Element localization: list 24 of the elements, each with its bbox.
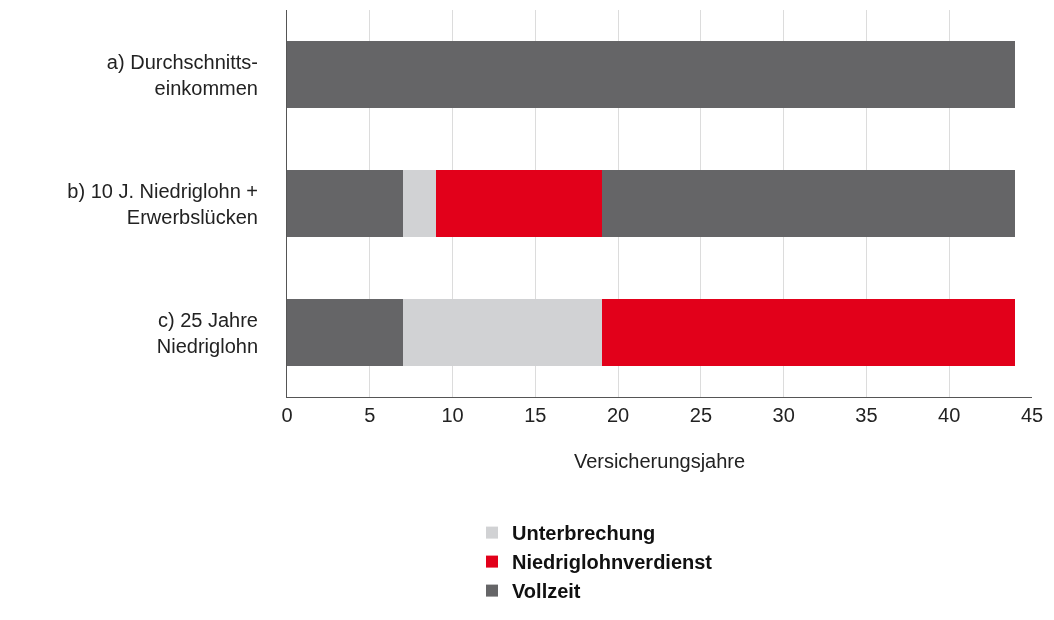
x-tick-label: 15 (524, 404, 547, 426)
bar (287, 169, 403, 238)
x-tick-label: 35 (855, 404, 878, 426)
x-tick-label: 5 (364, 404, 376, 426)
y-tick-label: a) Durchschnitts- einkommen (106, 50, 258, 99)
legend-label: Unterbrechung (512, 522, 656, 545)
x-axis-title: Versicherungsjahre (573, 449, 746, 472)
bar (287, 298, 403, 367)
bar (287, 40, 1016, 109)
x-tick-label: 40 (938, 404, 961, 426)
x-tick-label: 0 (281, 404, 293, 426)
bar (601, 298, 1016, 367)
legend-label: Niedriglohnverdienst (512, 551, 713, 574)
y-tick-label: b) 10 J. Niedriglohn + Erwerbslücken (67, 179, 258, 228)
bar (601, 169, 1016, 238)
bar (402, 169, 436, 238)
x-tick-label: 30 (772, 404, 795, 426)
x-tick-label: 20 (606, 404, 630, 426)
x-tick-label: 10 (441, 404, 464, 426)
y-tick-label: c) 25 Jahre Niedriglohn (156, 308, 258, 357)
x-tick-label: 25 (689, 404, 713, 426)
bar (436, 169, 602, 238)
legend-label: Vollzeit (512, 580, 581, 603)
x-tick-label: 45 (1020, 404, 1044, 426)
